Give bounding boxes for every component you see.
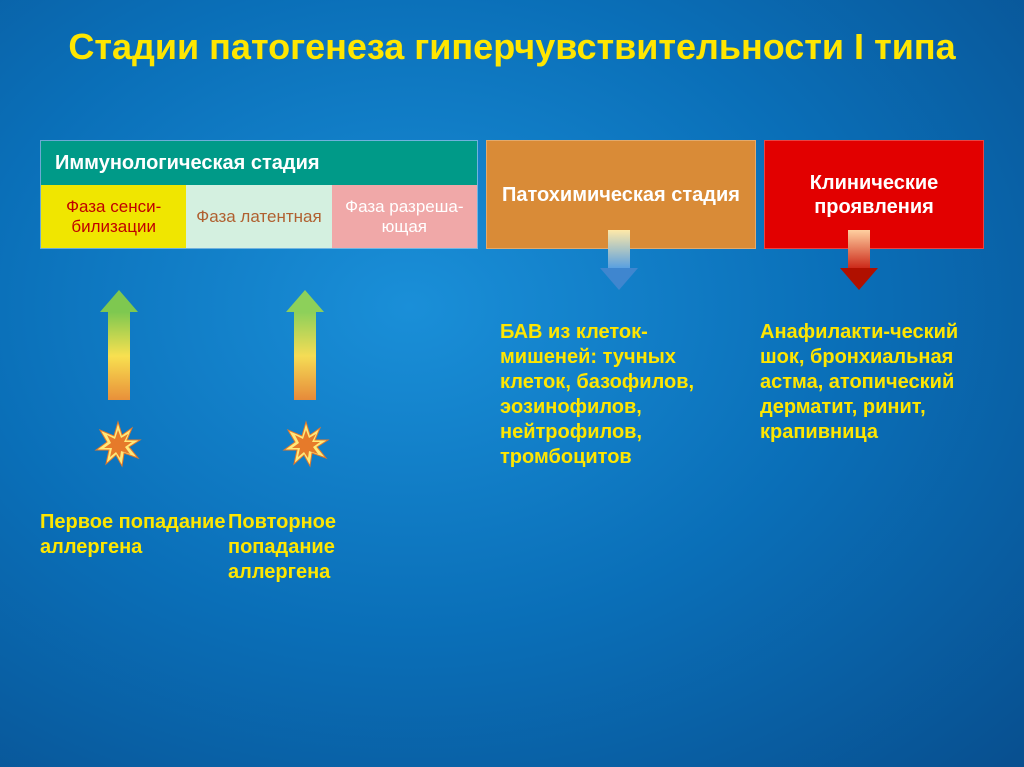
caption-repeat-entry: Повторное попадание аллергена xyxy=(228,510,438,585)
arrow-up-icon xyxy=(286,290,324,400)
arrow-down-icon xyxy=(840,230,878,290)
phase-latent: Фаза латентная xyxy=(186,185,331,248)
caption-manifest: Анафилакти-ческий шок, бронхиальная астм… xyxy=(760,320,980,445)
arrow-up-icon xyxy=(100,290,138,400)
phase-sensitization: Фаза сенси-билизации xyxy=(41,185,186,248)
immunological-header: Иммунологическая стадия xyxy=(41,141,477,185)
immunological-stage: Иммунологическая стадия Фаза сенси-билиз… xyxy=(40,140,478,249)
slide-title: Стадии патогенеза гиперчувствительности … xyxy=(0,0,1024,69)
phase-row: Фаза сенси-билизации Фаза латентная Фаза… xyxy=(41,185,477,248)
caption-bav: БАВ из клеток-мишеней: тучных клеток, ба… xyxy=(500,320,740,470)
diagram-container: Иммунологическая стадия Фаза сенси-билиз… xyxy=(40,140,984,249)
arrow-down-icon xyxy=(600,230,638,290)
starburst-icon xyxy=(94,420,142,468)
starburst-icon xyxy=(282,420,330,468)
caption-first-entry: Первое попадание аллергена xyxy=(40,510,240,560)
phase-resolving: Фаза разреша-ющая xyxy=(332,185,477,248)
